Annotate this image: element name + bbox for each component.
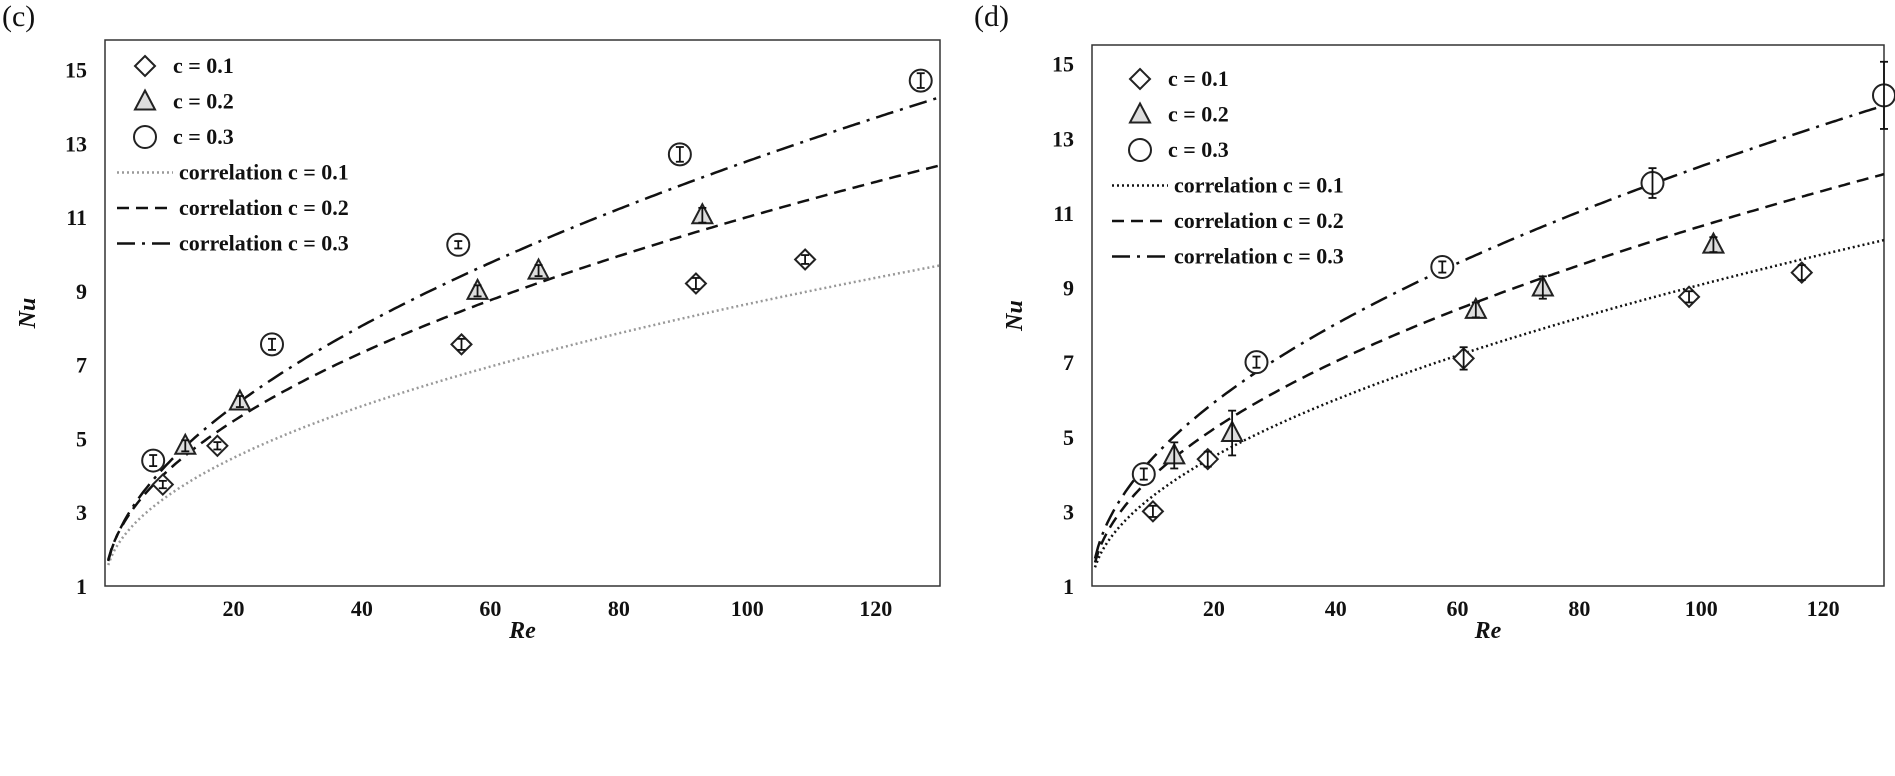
x-axis-title: Re [508,618,536,644]
legend-label-correlation-c-0-3: correlation c = 0.3 [1174,244,1344,269]
legend-label-correlation-c-0-1: correlation c = 0.1 [179,160,349,185]
y-tick-label-15: 15 [1052,52,1074,77]
x-axis-title: Re [1474,618,1502,644]
y-tick-label-5: 5 [76,426,87,451]
curve-correlation-c-0-1 [107,264,941,566]
y-axis-title: Nu [15,298,41,330]
legend-label-correlation-c-0-2: correlation c = 0.2 [1174,208,1344,233]
legend-label-c-0-2: c = 0.2 [173,89,234,114]
legend-marker-c-0-1 [133,54,157,78]
y-tick-label-11: 11 [66,205,87,230]
curve-correlation-c-0-1 [1093,238,1885,568]
x-tick-label-120: 120 [1807,596,1840,621]
plot-frame [1091,44,1885,587]
y-tick-label-13: 13 [65,131,87,156]
legend-label-correlation-c-0-1: correlation c = 0.1 [1174,173,1344,198]
y-tick-label-15: 15 [65,58,87,83]
y-tick-label-7: 7 [76,353,87,378]
legend-marker-c-0-3 [133,125,157,149]
x-tick-label-40: 40 [1325,596,1347,621]
y-tick-label-1: 1 [1063,574,1074,599]
panel-label: (d) [974,0,1009,33]
y-tick-label-3: 3 [1063,499,1074,524]
legend-label-c-0-1: c = 0.1 [1168,66,1229,91]
legend: c = 0.1 c = 0.2 c = 0.3 correlation c = 0.1… [117,53,349,256]
curve-correlation-c-0-2 [107,164,941,561]
curve-correlation-c-0-2 [1093,172,1885,563]
x-tick-label-40: 40 [351,596,373,621]
x-tick-label-100: 100 [731,596,764,621]
y-tick-label-11: 11 [1053,201,1074,226]
series-c-0-2 [1162,231,1726,470]
legend-label-correlation-c-0-3: correlation c = 0.3 [179,231,349,256]
y-axis-title: Nu [1002,300,1028,332]
y-tick-label-13: 13 [1052,126,1074,151]
x-tick-label-100: 100 [1685,596,1718,621]
x-tick-label-60: 60 [479,596,501,621]
y-tick-label-9: 9 [76,279,87,304]
curve-correlation-c-0-3 [1093,104,1885,559]
chart-panel-d: (d) 1 3 5 7 9 11 13 15 20 40 60 80 100 120 Re Nu c = 0.1 c… [970,0,1895,776]
chart-panel-c: (c) 1 3 5 7 9 11 13 15 20 40 60 80 100 120 Re Nu c = 0.1 c… [2,0,941,644]
y-tick-label-1: 1 [76,574,87,599]
panel-label: (c) [2,0,35,33]
legend-label-correlation-c-0-2: correlation c = 0.2 [179,195,349,220]
x-tick-label-60: 60 [1447,596,1469,621]
y-tick-label-9: 9 [1063,276,1074,301]
legend-marker-c-0-2 [1128,101,1152,124]
curve-correlation-c-0-3 [106,96,941,562]
plot-frame [104,39,941,587]
x-tick-label-20: 20 [1203,596,1225,621]
x-tick-label-80: 80 [1568,596,1590,621]
series-c-0-3 [141,68,933,473]
y-tick-label-3: 3 [76,500,87,525]
x-tick-label-120: 120 [859,596,892,621]
series-c-0-1 [151,248,817,496]
series-c-0-2 [173,202,715,455]
x-tick-label-80: 80 [608,596,630,621]
legend-marker-c-0-3 [1128,138,1152,162]
y-tick-label-5: 5 [1063,425,1074,450]
legend-marker-c-0-1 [1128,67,1152,91]
legend: c = 0.1 c = 0.2 c = 0.3 correlation c = 0.1… [1112,66,1344,269]
y-tick-label-7: 7 [1063,350,1074,375]
legend-label-c-0-1: c = 0.1 [173,53,234,78]
legend-marker-c-0-2 [133,88,157,111]
legend-label-c-0-3: c = 0.3 [173,124,234,149]
legend-label-c-0-2: c = 0.2 [1168,102,1229,127]
series-c-0-1 [1141,261,1814,523]
series-c-0-3 [1131,60,1895,487]
legend-label-c-0-3: c = 0.3 [1168,137,1229,162]
x-tick-label-20: 20 [222,596,244,621]
